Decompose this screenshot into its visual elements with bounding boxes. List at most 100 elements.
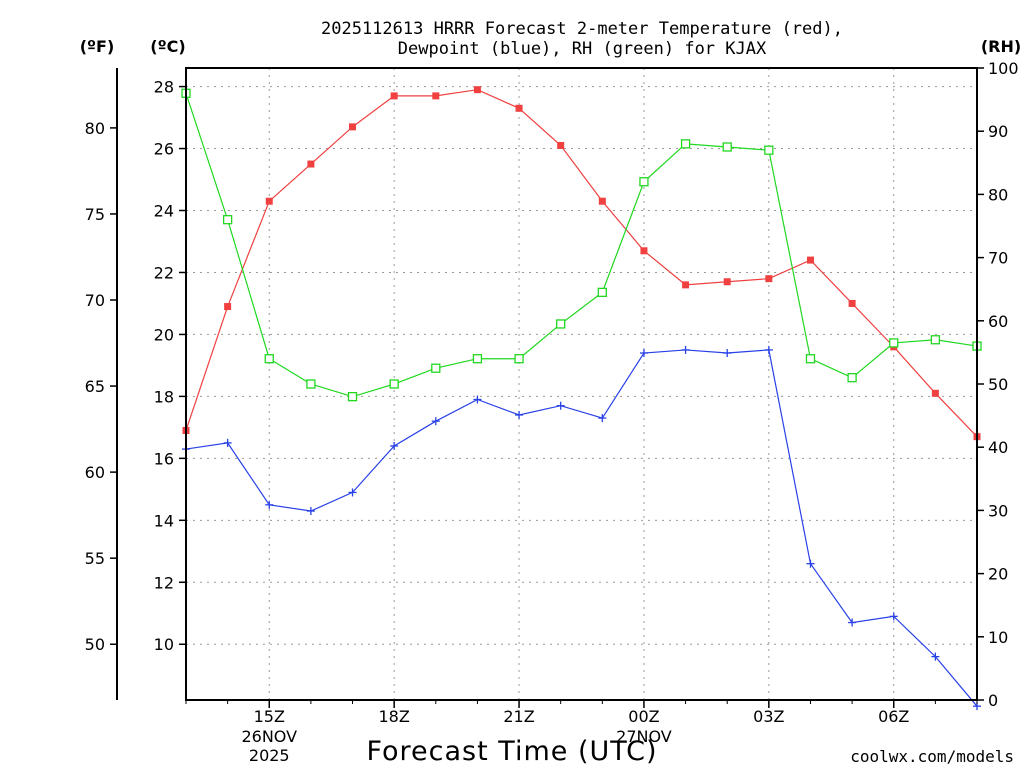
rh-tick-label: 0 bbox=[988, 691, 998, 710]
chart-title-line1: 2025112613 HRRR Forecast 2-meter Tempera… bbox=[321, 19, 843, 39]
temperature-point bbox=[557, 141, 565, 149]
temperature-point bbox=[640, 247, 648, 255]
chart-title-line2: Dewpoint (blue), RH (green) for KJAX bbox=[398, 39, 767, 59]
credit-label: coolwx.com/models bbox=[850, 747, 1014, 766]
rh-point bbox=[389, 379, 399, 389]
celsius-tick-label: 16 bbox=[154, 449, 174, 468]
rh-point bbox=[306, 379, 316, 389]
dewpoint-point bbox=[348, 488, 357, 497]
dewpoint-point bbox=[223, 438, 232, 447]
rh-point bbox=[597, 287, 607, 298]
x-tick-label: 00Z bbox=[628, 707, 659, 726]
temperature-point bbox=[848, 299, 856, 307]
dewpoint-point bbox=[639, 349, 648, 358]
rh-point bbox=[889, 338, 899, 348]
dewpoint-point bbox=[556, 401, 565, 410]
temperature-point bbox=[390, 92, 398, 100]
rh-point bbox=[347, 391, 358, 402]
dewpoint-point bbox=[515, 410, 524, 419]
x-tick-date-label: 27NOV bbox=[616, 727, 672, 746]
rh-tick-label: 10 bbox=[988, 628, 1008, 647]
celsius-tick-label: 14 bbox=[154, 511, 174, 530]
temperature-point bbox=[806, 256, 814, 264]
x-tick-label: 15Z bbox=[254, 707, 285, 726]
dewpoint-point bbox=[889, 612, 898, 621]
rh-point bbox=[472, 354, 483, 364]
celsius-tick-label: 28 bbox=[154, 78, 174, 97]
celsius-tick-label: 24 bbox=[154, 202, 174, 221]
rh-point bbox=[431, 363, 441, 373]
dewpoint-point bbox=[390, 441, 399, 450]
fahrenheit-tick-label: 80 bbox=[85, 119, 105, 138]
rh-tick-label: 70 bbox=[988, 249, 1008, 268]
rh-point bbox=[722, 142, 732, 152]
dewpoint-point bbox=[431, 417, 440, 426]
x-tick-year-label: 2025 bbox=[249, 746, 290, 765]
fahrenheit-tick-label: 70 bbox=[85, 291, 105, 310]
rh-point bbox=[930, 335, 941, 345]
celsius-tick-label: 26 bbox=[154, 140, 174, 159]
x-axis-label: Forecast Time (UTC) bbox=[366, 736, 657, 767]
fahrenheit-unit-label: (ºF) bbox=[80, 37, 115, 56]
rh-point bbox=[514, 354, 524, 364]
temperature-point bbox=[598, 197, 606, 205]
dewpoint-point bbox=[806, 559, 815, 568]
temperature-point bbox=[682, 281, 690, 289]
rh-tick-label: 90 bbox=[988, 122, 1008, 141]
celsius-tick-label: 18 bbox=[154, 387, 174, 406]
dewpoint-point bbox=[473, 395, 482, 404]
dewpoint-point bbox=[931, 652, 940, 661]
fahrenheit-tick-label: 50 bbox=[85, 635, 105, 654]
temperature-line bbox=[185, 89, 978, 438]
x-tick-label: 21Z bbox=[503, 707, 534, 726]
x-tick-label: 18Z bbox=[378, 707, 409, 726]
rh-point bbox=[805, 354, 816, 364]
dewpoint-point bbox=[306, 507, 315, 516]
fahrenheit-tick-label: 75 bbox=[85, 205, 105, 224]
dewpoint-point bbox=[723, 349, 732, 358]
rh-line bbox=[185, 93, 978, 398]
gridlines bbox=[186, 68, 977, 700]
fahrenheit-tick-label: 55 bbox=[85, 549, 105, 568]
dewpoint-point bbox=[764, 345, 773, 354]
fahrenheit-tick-label: 65 bbox=[85, 377, 105, 396]
temperature-point bbox=[765, 275, 773, 283]
axes: 10 12 14 16 18 20 22 24 26 28 50 55 60 65 70 75 80 0 10 20 3… bbox=[85, 59, 1019, 765]
rh-point bbox=[222, 215, 233, 225]
dewpoint-point bbox=[681, 345, 690, 354]
temperature-point bbox=[349, 123, 357, 131]
temperature-point bbox=[723, 278, 731, 286]
rh-tick-label: 40 bbox=[988, 438, 1008, 457]
celsius-tick-label: 10 bbox=[154, 635, 174, 654]
temperature-point bbox=[473, 86, 481, 94]
dewpoint-point bbox=[848, 618, 857, 627]
temperature-point bbox=[432, 92, 440, 100]
rh-point bbox=[639, 177, 649, 187]
dewpoint-point bbox=[265, 500, 274, 509]
celsius-tick-label: 20 bbox=[154, 325, 174, 344]
x-tick-date-label: 26NOV bbox=[241, 727, 297, 746]
temperature-point bbox=[265, 197, 273, 205]
temperature-point bbox=[515, 104, 523, 112]
rh-tick-label: 30 bbox=[988, 501, 1008, 520]
x-tick-label: 03Z bbox=[753, 707, 784, 726]
dewpoint-point bbox=[598, 414, 607, 423]
rh-point bbox=[764, 145, 774, 155]
rh-point bbox=[264, 354, 274, 364]
rh-point bbox=[680, 139, 691, 149]
temperature-point bbox=[307, 160, 315, 168]
rh-tick-label: 80 bbox=[988, 185, 1008, 204]
temperature-point bbox=[931, 389, 939, 397]
temperature-point bbox=[224, 303, 232, 311]
x-tick-label: 06Z bbox=[878, 707, 909, 726]
rh-tick-label: 60 bbox=[988, 312, 1008, 331]
rh-unit-label: (RH) bbox=[981, 37, 1021, 56]
rh-point bbox=[556, 319, 566, 329]
dewpoint-line bbox=[185, 349, 978, 707]
celsius-tick-label: 12 bbox=[154, 573, 174, 592]
celsius-tick-label: 22 bbox=[154, 263, 174, 282]
rh-tick-label: 20 bbox=[988, 565, 1008, 584]
fahrenheit-tick-label: 60 bbox=[85, 463, 105, 482]
